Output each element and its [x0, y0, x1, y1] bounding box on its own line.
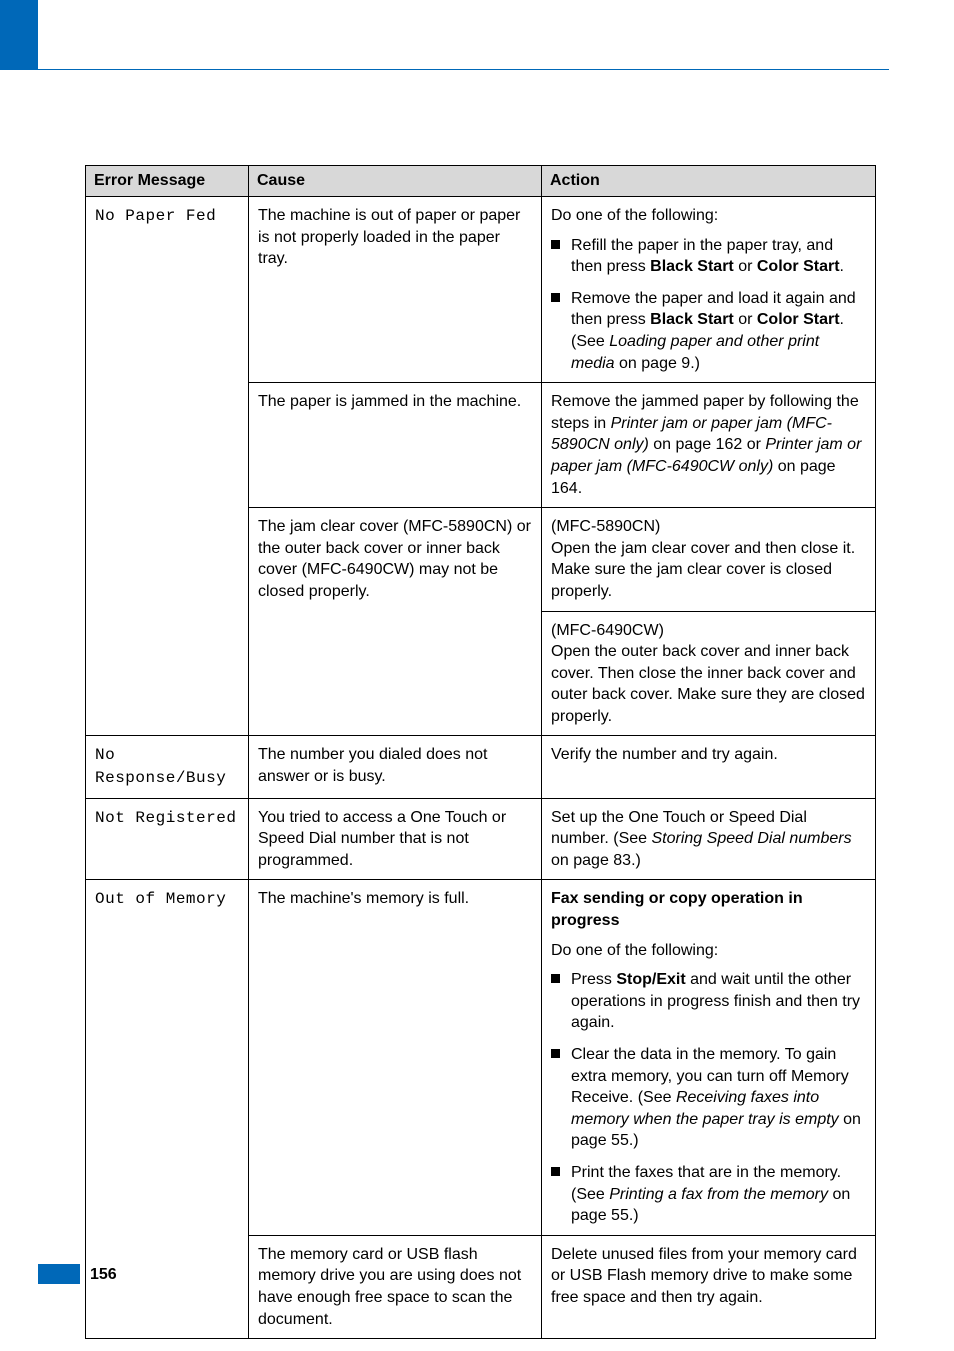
col-header-action: Action [542, 166, 876, 197]
error-code: No Paper Fed [95, 207, 216, 225]
table-row: Not Registered You tried to access a One… [86, 798, 876, 880]
cell-action: Remove the jammed paper by following the… [542, 383, 876, 508]
list-item: Print the faxes that are in the memory. … [551, 1162, 866, 1227]
cell-action: Verify the number and try again. [542, 736, 876, 798]
cell-error-message: No Paper Fed [86, 197, 249, 736]
cell-action: (MFC-6490CW)Open the outer back cover an… [542, 611, 876, 736]
cell-cause: You tried to access a One Touch or Speed… [249, 798, 542, 880]
list-item: Refill the paper in the paper tray, and … [551, 235, 866, 278]
page-content: Error Message Cause Action No Paper Fed … [85, 165, 875, 1339]
cell-action: Delete unused files from your memory car… [542, 1235, 876, 1338]
cell-cause: The number you dialed does not answer or… [249, 736, 542, 798]
table-row: No Response/Busy The number you dialed d… [86, 736, 876, 798]
cell-action: Fax sending or copy operation in progres… [542, 880, 876, 1235]
list-item: Clear the data in the memory. To gain ex… [551, 1044, 866, 1152]
cell-error-message: Not Registered [86, 798, 249, 880]
table-header-row: Error Message Cause Action [86, 166, 876, 197]
col-header-cause: Cause [249, 166, 542, 197]
error-table: Error Message Cause Action No Paper Fed … [85, 165, 876, 1339]
side-tab-decoration [0, 0, 38, 70]
action-list: Refill the paper in the paper tray, and … [551, 235, 866, 375]
col-header-error-message: Error Message [86, 166, 249, 197]
page-number: 156 [90, 1266, 117, 1284]
top-rule [38, 69, 889, 70]
error-code: No Response/Busy [95, 746, 226, 787]
list-item: Remove the paper and load it again and t… [551, 288, 866, 374]
cell-cause: The jam clear cover (MFC-5890CN) or the … [249, 508, 542, 736]
cell-error-message: No Response/Busy [86, 736, 249, 798]
table-row: Out of Memory The machine's memory is fu… [86, 880, 876, 1235]
page-number-bar [38, 1264, 80, 1284]
action-lead: Do one of the following: [551, 205, 866, 227]
list-item: Press Stop/Exit and wait until the other… [551, 969, 866, 1034]
cell-action: Do one of the following: Refill the pape… [542, 197, 876, 383]
action-lead: Do one of the following: [551, 940, 866, 962]
error-code: Not Registered [95, 809, 236, 827]
cell-cause: The machine's memory is full. [249, 880, 542, 1235]
cell-cause: The paper is jammed in the machine. [249, 383, 542, 508]
action-strong-lead: Fax sending or copy operation in progres… [551, 888, 866, 931]
table-row: No Paper Fed The machine is out of paper… [86, 197, 876, 383]
cell-action: Set up the One Touch or Speed Dial numbe… [542, 798, 876, 880]
action-list: Press Stop/Exit and wait until the other… [551, 969, 866, 1227]
cell-action: (MFC-5890CN)Open the jam clear cover and… [542, 508, 876, 611]
error-code: Out of Memory [95, 890, 226, 908]
cell-cause: The memory card or USB flash memory driv… [249, 1235, 542, 1338]
cell-cause: The machine is out of paper or paper is … [249, 197, 542, 383]
